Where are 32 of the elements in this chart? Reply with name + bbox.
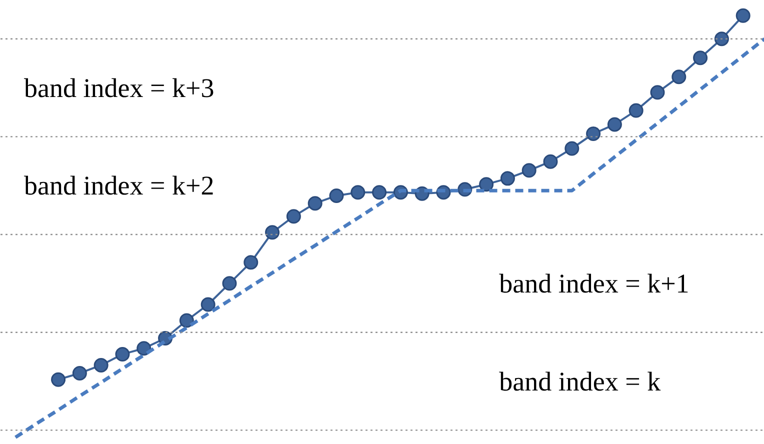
annotation: band index = k xyxy=(499,366,662,396)
annotation: band index = k+3 xyxy=(24,72,214,103)
point xyxy=(607,117,622,132)
point xyxy=(628,103,644,118)
point xyxy=(329,188,344,203)
point xyxy=(286,209,301,224)
point xyxy=(350,185,366,200)
point xyxy=(136,341,152,356)
point xyxy=(222,276,237,291)
point xyxy=(714,32,729,46)
point xyxy=(179,313,194,328)
annotation: band index = k+1 xyxy=(499,268,690,298)
point xyxy=(308,196,322,211)
point xyxy=(586,126,601,141)
point xyxy=(244,255,258,270)
point xyxy=(500,171,515,186)
point xyxy=(479,177,494,192)
point xyxy=(94,358,108,372)
point xyxy=(672,70,686,84)
point xyxy=(693,50,708,66)
point xyxy=(200,297,216,312)
annotation: band index = k+2 xyxy=(24,170,214,201)
point xyxy=(522,163,536,178)
point xyxy=(115,347,130,362)
point xyxy=(372,185,387,200)
point xyxy=(543,154,558,169)
point xyxy=(650,85,665,100)
point xyxy=(72,366,87,380)
point xyxy=(265,225,280,240)
point xyxy=(736,8,750,23)
point xyxy=(51,372,66,387)
point xyxy=(564,141,580,156)
